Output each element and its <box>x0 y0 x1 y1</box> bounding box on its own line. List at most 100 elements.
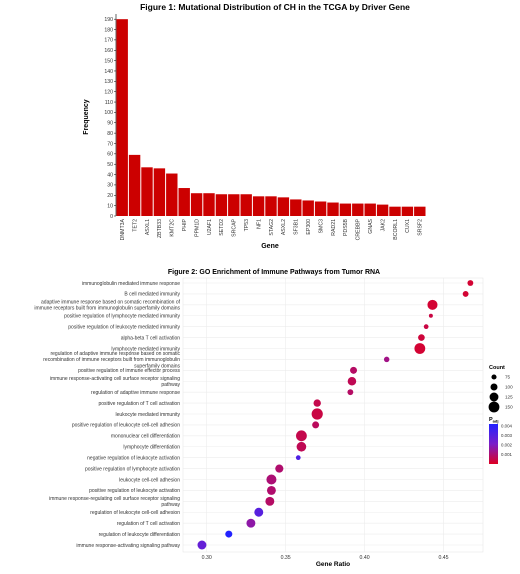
term-label: lymphocyte mediated immunity <box>111 346 180 352</box>
dot <box>296 441 307 452</box>
count-legend-label: 125 <box>505 395 513 400</box>
term-label-line: pathway <box>161 382 180 388</box>
dot <box>350 366 358 374</box>
dot <box>265 496 275 506</box>
dot <box>197 540 207 550</box>
count-legend-dot <box>489 392 499 402</box>
bar <box>302 200 314 216</box>
dot <box>313 399 321 407</box>
padj-legend-label: 0.001 <box>501 452 513 457</box>
bar <box>277 197 290 216</box>
y-tick-label: 70 <box>107 141 113 147</box>
bar <box>215 194 228 216</box>
term-label: positive regulation of lymphocyte activa… <box>85 466 180 472</box>
bar <box>352 203 364 216</box>
count-legend: Count 75 100 125 150 <box>488 365 513 413</box>
bar <box>178 188 190 216</box>
dot <box>462 290 469 297</box>
bar <box>314 201 327 216</box>
y-tick-label: 90 <box>107 121 113 127</box>
bar <box>376 204 389 216</box>
y-tick-label: 80 <box>107 131 113 137</box>
bar <box>327 202 339 216</box>
term-label: positive regulation of leukocyte activat… <box>89 488 180 494</box>
x-tick-label: 0.45 <box>438 555 448 561</box>
x-tick-label: 0.30 <box>202 555 212 561</box>
term-label: positive regulation of leukocyte cell-ce… <box>72 423 180 429</box>
x-tick-label: JAK2 <box>380 219 386 232</box>
bar <box>203 193 215 216</box>
bar-chart-y-axis-label: Frequency <box>83 99 90 135</box>
dot <box>467 280 474 286</box>
dot <box>266 474 277 485</box>
y-tick-label: 10 <box>107 203 113 209</box>
count-legend-dot <box>490 383 498 391</box>
x-tick-label: DNMT3A <box>120 218 126 240</box>
x-tick-label: ASXL1 <box>145 219 151 235</box>
bar <box>116 19 128 216</box>
bar <box>153 168 166 216</box>
bar <box>414 206 426 216</box>
count-legend-label: 75 <box>505 375 511 380</box>
term-label: immune response-regulating cell surface … <box>49 496 180 508</box>
padj-legend-label: 0.004 <box>501 424 513 429</box>
x-tick-label: 0.35 <box>281 555 291 561</box>
dot <box>275 464 284 473</box>
bar <box>128 154 141 216</box>
term-label-line: recombination of immune receptors built … <box>43 357 180 363</box>
dot <box>428 313 433 318</box>
bar-chart-title: Figure 1: Mutational Distribution of CH … <box>140 2 410 12</box>
x-tick-label: RAD21 <box>331 219 337 236</box>
dot <box>295 455 301 461</box>
dot-plot: Figure 2: GO Enrichment of Immune Pathwa… <box>34 269 513 568</box>
term-label: positive regulation of lymphocyte mediat… <box>64 314 180 320</box>
y-tick-label: 150 <box>104 58 113 64</box>
x-tick-label: TET2 <box>132 219 138 232</box>
x-tick-label: CUX1 <box>405 219 411 233</box>
x-tick-label: 0.40 <box>360 555 370 561</box>
term-label: adaptive immune response based on somati… <box>34 300 180 312</box>
dot <box>254 507 264 517</box>
term-label: positive regulation of T cell activation <box>98 401 180 407</box>
term-label: leukocyte mediated immunity <box>116 412 181 418</box>
dot-plot-term-labels: immunoglobulin mediated immune response B… <box>34 281 180 549</box>
y-tick-label: 190 <box>104 17 113 23</box>
term-label: immunoglobulin mediated immune response <box>82 281 180 287</box>
x-tick-label: BCORL1 <box>393 219 399 240</box>
bar-chart: Figure 1: Mutational Distribution of CH … <box>83 2 426 250</box>
term-label-line: immune response-activating cell surface … <box>50 376 180 382</box>
y-tick-label: 20 <box>107 193 113 199</box>
bar-chart-y-ticks: 0 10 20 30 40 50 60 70 80 90 100 110 120 130 140 150 160… <box>104 14 117 220</box>
x-tick-label: SF3B1 <box>294 219 300 235</box>
bar <box>389 206 401 216</box>
dot-plot-points <box>197 280 474 550</box>
dot-plot-x-ticks: 0.30 0.35 0.40 0.45 <box>202 555 449 561</box>
padj-legend: Padj 0.004 0.003 0.002 0.001 <box>489 417 513 464</box>
dot-plot-title: Figure 2: GO Enrichment of Immune Pathwa… <box>168 269 380 276</box>
bar <box>166 173 178 216</box>
y-tick-label: 100 <box>104 110 113 116</box>
bar <box>290 199 302 216</box>
bar-chart-x-ticks: DNMT3A TET2 ASXL1 ZBTB33 KMT2C PHIP PPM1D U2AF1… <box>120 218 424 240</box>
term-label: regulation of leukocyte differentiation <box>99 532 181 538</box>
count-legend-label: 150 <box>505 405 513 410</box>
bar-chart-x-axis-label: Gene <box>261 243 279 250</box>
y-tick-label: 60 <box>107 152 113 158</box>
x-tick-label: SRCAP <box>232 218 238 236</box>
term-label: lymphocyte differentiation <box>123 445 180 451</box>
term-label-line: regulation of adaptive immune response b… <box>50 351 180 357</box>
bar-chart-bars <box>116 19 426 216</box>
term-label: regulation of leukocyte cell-cell adhesi… <box>90 510 180 516</box>
count-legend-dot <box>488 401 500 413</box>
dot <box>246 518 256 528</box>
x-tick-label: ASXL2 <box>281 219 287 235</box>
padj-colorbar <box>489 424 498 464</box>
term-label-line: superfamily domains <box>134 363 180 369</box>
term-label: regulation of adaptive immune response <box>91 390 180 396</box>
term-label: immune response-activating signaling pat… <box>76 543 180 549</box>
x-tick-label: PDS5B <box>343 218 349 236</box>
dot-plot-panel <box>182 277 484 553</box>
dot <box>347 389 354 396</box>
count-legend-dot <box>491 374 497 380</box>
dot <box>423 324 429 330</box>
